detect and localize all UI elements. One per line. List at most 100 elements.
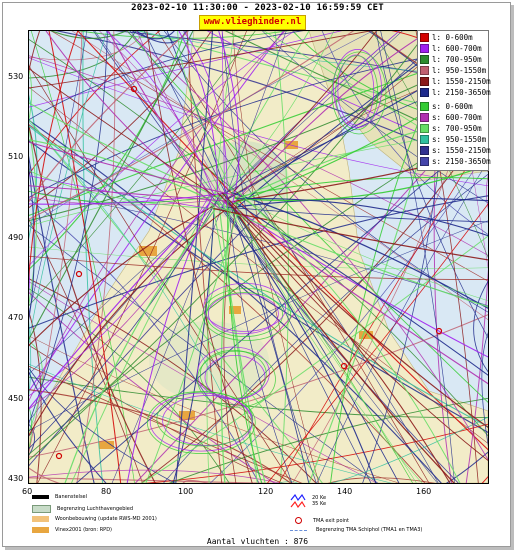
legend-swatch — [420, 65, 429, 75]
boundary-swatch — [32, 505, 51, 513]
y-tick-label: 450 — [8, 394, 24, 403]
flight-track-map — [28, 30, 489, 484]
flight-track — [29, 102, 240, 206]
flight-track — [168, 397, 488, 483]
flight-track — [29, 31, 161, 175]
page-title: 2023-02-10 11:30:00 - 2023-02-10 16:59:5… — [131, 3, 384, 13]
key-label: TMA exit point — [313, 517, 350, 524]
site-link[interactable]: www.vlieghinder.nl — [199, 15, 306, 30]
flight-track — [217, 191, 266, 483]
flight-track — [29, 31, 79, 281]
x-tick-label: 80 — [101, 487, 112, 496]
flight-track-loop — [207, 293, 279, 335]
flight-track — [29, 469, 282, 483]
flight-track — [330, 416, 488, 483]
flight-track — [111, 31, 287, 483]
flight-track-loop — [156, 391, 254, 447]
flight-track — [235, 164, 488, 202]
tma-exit-point — [55, 452, 63, 460]
flight-track — [29, 220, 488, 432]
flight-track — [29, 55, 488, 256]
legend-swatch — [420, 32, 429, 42]
flight-track — [29, 376, 488, 419]
key-noise-contours: 20 Ke 35 Ke — [290, 494, 326, 508]
flight-track — [29, 367, 176, 483]
flight-track — [221, 31, 317, 483]
flight-track — [29, 246, 488, 269]
flight-track — [236, 198, 488, 237]
flight-track — [29, 314, 488, 458]
flight-count: Aantal vluchten : 876 — [206, 537, 309, 546]
flight-track-loop — [335, 55, 379, 131]
flight-track — [231, 204, 455, 483]
flight-track — [29, 118, 323, 483]
flight-track — [29, 344, 283, 483]
flight-track — [140, 122, 488, 483]
runway-swatch — [32, 495, 49, 499]
map-key: Banenstelsel Begrenzing Luchthavengebied… — [28, 494, 487, 538]
flight-track — [29, 219, 143, 483]
flight-track — [29, 67, 33, 122]
legend-swatch — [420, 76, 429, 86]
flight-track — [71, 31, 488, 320]
flight-track-loop — [206, 292, 284, 337]
legend-item: s: 950-1550m — [420, 134, 486, 144]
flight-track — [136, 31, 221, 198]
flight-track — [29, 139, 228, 209]
key-runway: Banenstelsel — [32, 494, 87, 500]
flight-track — [29, 31, 41, 73]
flight-track — [219, 198, 417, 483]
legend-swatch — [420, 145, 429, 155]
flight-track — [473, 280, 488, 373]
legend-label: l: 0-600m — [432, 32, 473, 42]
legend-swatch — [420, 43, 429, 53]
flight-track — [135, 31, 188, 44]
flight-track — [217, 192, 451, 483]
flight-track — [232, 31, 320, 483]
flight-track — [99, 31, 228, 208]
flight-track — [233, 31, 377, 192]
legend-label: s: 700-950m — [432, 123, 482, 133]
legend-swatch — [420, 123, 429, 133]
noise-contour-icon — [290, 494, 306, 508]
flight-track — [29, 427, 35, 437]
flight-track — [486, 174, 488, 210]
flight-track — [29, 192, 226, 205]
legend-item: s: 700-950m — [420, 123, 482, 133]
flight-track — [29, 170, 234, 210]
tma-exit-icon — [295, 517, 302, 524]
legend-label: s: 0-600m — [432, 101, 473, 111]
legend-swatch — [420, 134, 429, 144]
key-airport-boundary: Begrenzing Luchthavengebied — [32, 505, 133, 513]
flight-track-loop — [203, 282, 287, 332]
flight-track — [29, 121, 263, 483]
flight-track — [182, 31, 228, 208]
flight-track — [233, 200, 488, 376]
x-tick-label: 160 — [416, 487, 432, 496]
flight-track — [29, 423, 36, 457]
y-tick-label: 530 — [8, 72, 24, 81]
key-label: Begrenzing Luchthavengebied — [57, 506, 134, 512]
flight-track — [277, 481, 298, 483]
legend-label: l: 950-1550m — [432, 65, 487, 75]
flight-track — [327, 477, 436, 483]
flight-track — [186, 31, 223, 483]
tma-boundary-swatch — [290, 529, 307, 531]
flight-track — [29, 140, 488, 434]
flight-track — [29, 291, 276, 483]
flight-track — [29, 255, 488, 280]
legend-item: s: 600-700m — [420, 112, 482, 122]
flight-track — [445, 451, 488, 483]
flight-track — [29, 31, 343, 108]
flight-track — [77, 31, 488, 451]
key-vinex: Vinex2001 (bron: RPD) — [32, 527, 112, 533]
flight-track — [30, 31, 135, 483]
flight-track — [143, 31, 372, 483]
housing-swatch — [32, 516, 49, 522]
legend-label: s: 600-700m — [432, 112, 482, 122]
flight-track — [223, 201, 488, 358]
flight-track-loop — [196, 346, 270, 400]
key-label: Vinex2001 (bron: RPD) — [55, 527, 112, 533]
legend-swatch — [420, 156, 429, 166]
key-label: 20 Ke — [312, 495, 327, 501]
